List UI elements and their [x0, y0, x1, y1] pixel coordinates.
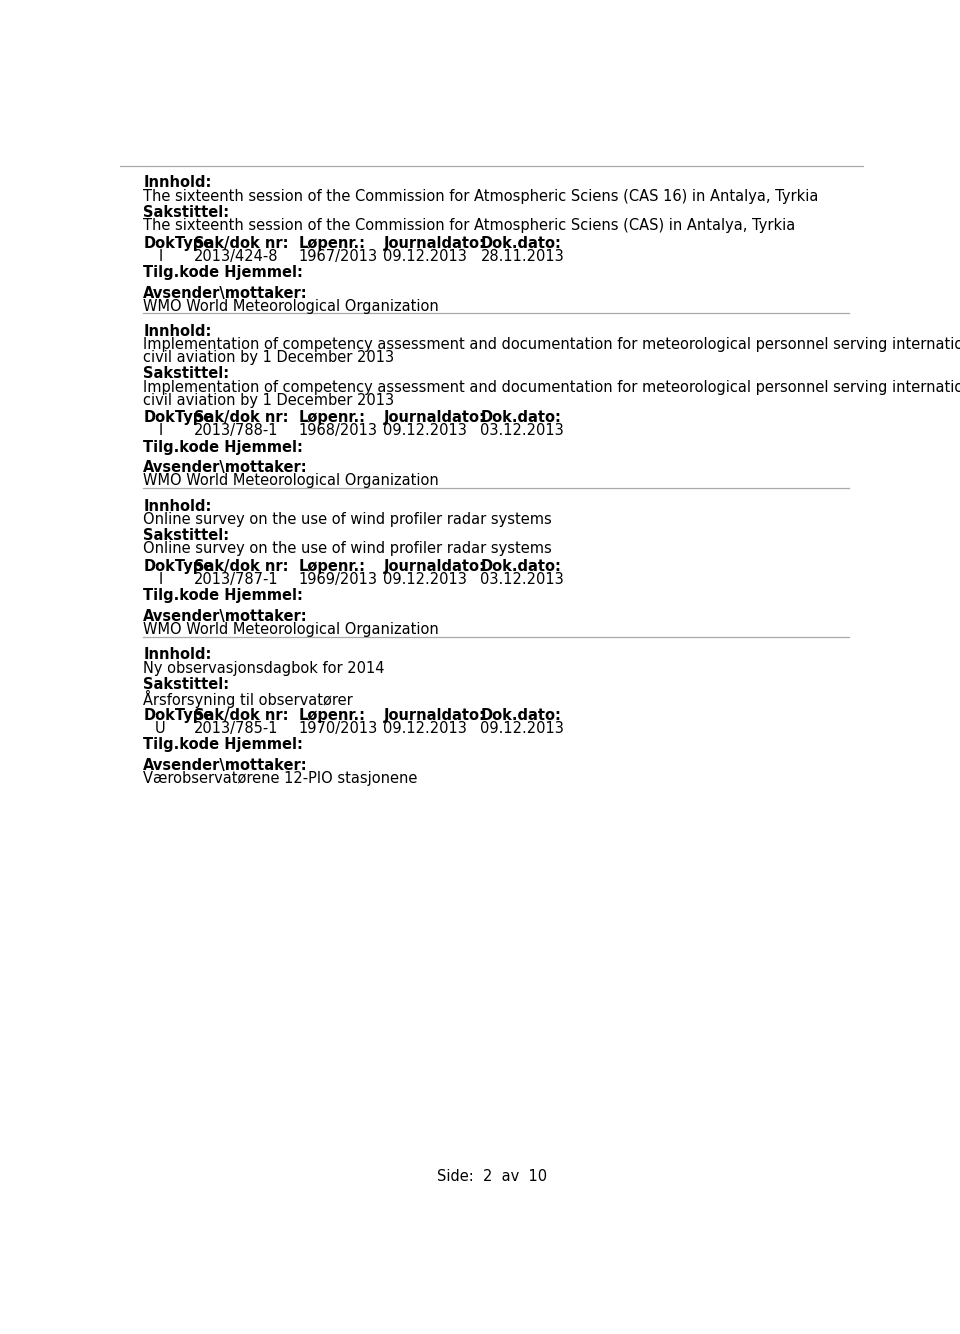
Text: Årsforsyning til observatører: Årsforsyning til observatører	[143, 690, 353, 708]
Text: Løpenr.:: Løpenr.:	[299, 411, 365, 426]
Text: Journaldato:: Journaldato:	[383, 236, 486, 251]
Text: 2013/785-1: 2013/785-1	[194, 720, 278, 735]
Text: 1968/2013: 1968/2013	[299, 423, 377, 439]
Text: Side:  2  av  10: Side: 2 av 10	[437, 1169, 547, 1183]
Text: 28.11.2013: 28.11.2013	[480, 248, 564, 264]
Text: Løpenr.:: Løpenr.:	[299, 707, 365, 723]
Text: Avsender\mottaker:: Avsender\mottaker:	[143, 460, 308, 475]
Text: Sak/dok nr:: Sak/dok nr:	[194, 236, 288, 251]
Text: 03.12.2013: 03.12.2013	[480, 423, 564, 439]
Text: The sixteenth session of the Commission for Atmospheric Sciens (CAS) in Antalya,: The sixteenth session of the Commission …	[143, 217, 796, 233]
Text: Dok.dato:: Dok.dato:	[480, 236, 562, 251]
Text: Dok.dato:: Dok.dato:	[480, 559, 562, 574]
Text: Innhold:: Innhold:	[143, 176, 211, 191]
Text: DokType: DokType	[143, 236, 213, 251]
Text: Journaldato:: Journaldato:	[383, 559, 486, 574]
Text: 09.12.2013: 09.12.2013	[383, 572, 468, 587]
Text: civil aviation by 1 December 2013: civil aviation by 1 December 2013	[143, 351, 395, 366]
Text: Innhold:: Innhold:	[143, 499, 211, 514]
Text: 2013/787-1: 2013/787-1	[194, 572, 278, 587]
Text: Avsender\mottaker:: Avsender\mottaker:	[143, 758, 308, 772]
Text: Journaldato:: Journaldato:	[383, 707, 486, 723]
Text: 09.12.2013: 09.12.2013	[383, 423, 468, 439]
Text: 09.12.2013: 09.12.2013	[480, 720, 564, 735]
Text: WMO World Meteorological Organization: WMO World Meteorological Organization	[143, 622, 439, 638]
Text: WMO World Meteorological Organization: WMO World Meteorological Organization	[143, 299, 439, 313]
Text: Implementation of competency assessment and documentation for meteorological per: Implementation of competency assessment …	[143, 380, 960, 395]
Text: DokType: DokType	[143, 559, 213, 574]
Text: I: I	[158, 423, 162, 439]
Text: Sak/dok nr:: Sak/dok nr:	[194, 559, 288, 574]
Text: U: U	[155, 720, 166, 735]
Text: Løpenr.:: Løpenr.:	[299, 236, 365, 251]
Text: Sakstittel:: Sakstittel:	[143, 367, 229, 382]
Text: 1970/2013: 1970/2013	[299, 720, 377, 735]
Text: Værobservatørene 12-PIO stasjonene: Værobservatørene 12-PIO stasjonene	[143, 771, 418, 786]
Text: Innhold:: Innhold:	[143, 324, 211, 339]
Text: 2013/424-8: 2013/424-8	[194, 248, 278, 264]
Text: 03.12.2013: 03.12.2013	[480, 572, 564, 587]
Text: 1969/2013: 1969/2013	[299, 572, 377, 587]
Text: Tilg.kode Hjemmel:: Tilg.kode Hjemmel:	[143, 440, 303, 455]
Text: Avsender\mottaker:: Avsender\mottaker:	[143, 285, 308, 300]
Text: Sak/dok nr:: Sak/dok nr:	[194, 411, 288, 426]
Text: Tilg.kode Hjemmel:: Tilg.kode Hjemmel:	[143, 588, 303, 603]
Text: Ny observasjonsdagbok for 2014: Ny observasjonsdagbok for 2014	[143, 660, 385, 675]
Text: Online survey on the use of wind profiler radar systems: Online survey on the use of wind profile…	[143, 542, 552, 556]
Text: WMO World Meteorological Organization: WMO World Meteorological Organization	[143, 474, 439, 488]
Text: Journaldato:: Journaldato:	[383, 411, 486, 426]
Text: I: I	[158, 248, 162, 264]
Text: The sixteenth session of the Commission for Atmospheric Sciens (CAS 16) in Antal: The sixteenth session of the Commission …	[143, 188, 819, 204]
Text: Avsender\mottaker:: Avsender\mottaker:	[143, 610, 308, 624]
Text: Sakstittel:: Sakstittel:	[143, 528, 229, 543]
Text: Dok.dato:: Dok.dato:	[480, 707, 562, 723]
Text: civil aviation by 1 December 2013: civil aviation by 1 December 2013	[143, 392, 395, 408]
Text: I: I	[158, 572, 162, 587]
Text: Løpenr.:: Løpenr.:	[299, 559, 365, 574]
Text: Tilg.kode Hjemmel:: Tilg.kode Hjemmel:	[143, 736, 303, 752]
Text: 09.12.2013: 09.12.2013	[383, 248, 468, 264]
Text: Dok.dato:: Dok.dato:	[480, 411, 562, 426]
Text: Sakstittel:: Sakstittel:	[143, 676, 229, 692]
Text: 2013/788-1: 2013/788-1	[194, 423, 278, 439]
Text: 1967/2013: 1967/2013	[299, 248, 377, 264]
Text: 09.12.2013: 09.12.2013	[383, 720, 468, 735]
Text: Innhold:: Innhold:	[143, 647, 211, 663]
Text: Sak/dok nr:: Sak/dok nr:	[194, 707, 288, 723]
Text: Online survey on the use of wind profiler radar systems: Online survey on the use of wind profile…	[143, 512, 552, 527]
Text: DokType: DokType	[143, 707, 213, 723]
Text: Tilg.kode Hjemmel:: Tilg.kode Hjemmel:	[143, 265, 303, 280]
Text: DokType: DokType	[143, 411, 213, 426]
Text: Implementation of competency assessment and documentation for meteorological per: Implementation of competency assessment …	[143, 338, 960, 352]
Text: Sakstittel:: Sakstittel:	[143, 204, 229, 220]
